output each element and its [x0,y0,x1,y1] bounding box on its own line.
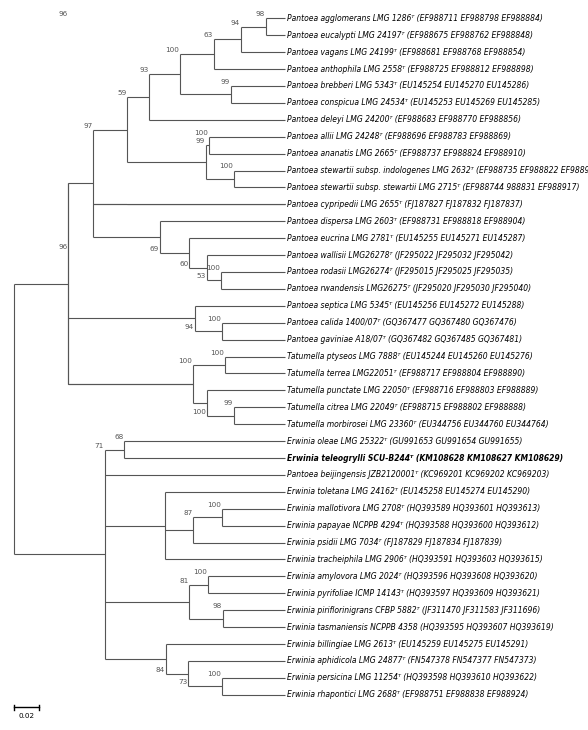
Text: Tatumella citrea LMG 22049ᵀ (EF988715 EF988802 EF988888): Tatumella citrea LMG 22049ᵀ (EF988715 EF… [287,403,526,412]
Text: Erwinia oleae LMG 25322ᵀ (GU991653 GU991654 GU991655): Erwinia oleae LMG 25322ᵀ (GU991653 GU991… [287,437,522,445]
Text: Pantoea septica LMG 5345ᵀ (EU145256 EU145272 EU145288): Pantoea septica LMG 5345ᵀ (EU145256 EU14… [287,301,524,310]
Text: Pantoea conspicua LMG 24534ᵀ (EU145253 EU145269 EU145285): Pantoea conspicua LMG 24534ᵀ (EU145253 E… [287,99,540,107]
Text: 99: 99 [196,138,205,144]
Text: Tatumella punctate LMG 22050ᵀ (EF988716 EF988803 EF988889): Tatumella punctate LMG 22050ᵀ (EF988716 … [287,386,538,395]
Text: Erwinia tasmaniensis NCPPB 4358 (HQ393595 HQ393607 HQ393619): Erwinia tasmaniensis NCPPB 4358 (HQ39359… [287,623,553,631]
Text: 100: 100 [179,358,192,364]
Text: Erwinia billingiae LMG 2613ᵀ (EU145259 EU145275 EU145291): Erwinia billingiae LMG 2613ᵀ (EU145259 E… [287,639,528,648]
Text: Pantoea anthophila LMG 2558ᵀ (EF988725 EF988812 EF988898): Pantoea anthophila LMG 2558ᵀ (EF988725 E… [287,64,533,74]
Text: Erwinia rhapontici LMG 2688ᵀ (EF988751 EF988838 EF988924): Erwinia rhapontici LMG 2688ᵀ (EF988751 E… [287,691,528,699]
Text: Pantoea wallisii LMG26278ᵀ (JF295022 JF295032 JF295042): Pantoea wallisii LMG26278ᵀ (JF295022 JF2… [287,250,513,260]
Text: Tatumella morbirosei LMG 23360ᵀ (EU344756 EU344760 EU344764): Tatumella morbirosei LMG 23360ᵀ (EU34475… [287,420,549,429]
Text: 53: 53 [197,274,206,280]
Text: Erwinia pyrifoliae ICMP 14143ᵀ (HQ393597 HQ393609 HQ393621): Erwinia pyrifoliae ICMP 14143ᵀ (HQ393597… [287,589,540,598]
Text: Erwinia amylovora LMG 2024ᵀ (HQ393596 HQ393608 HQ393620): Erwinia amylovora LMG 2024ᵀ (HQ393596 HQ… [287,572,537,581]
Text: 69: 69 [149,246,159,252]
Text: 100: 100 [195,130,208,136]
Text: 100: 100 [208,502,221,508]
Text: Pantoea eucrina LMG 2781ᵀ (EU145255 EU145271 EU145287): Pantoea eucrina LMG 2781ᵀ (EU145255 EU14… [287,234,525,242]
Text: 98: 98 [213,603,222,610]
Text: 71: 71 [95,442,104,448]
Text: Erwinia toletana LMG 24162ᵀ (EU145258 EU145274 EU145290): Erwinia toletana LMG 24162ᵀ (EU145258 EU… [287,488,530,496]
Text: 100: 100 [208,315,221,322]
Text: 93: 93 [139,67,148,73]
Text: Erwinia teleogrylli SCU-B244ᵀ (KM108628 KM108627 KM108629): Erwinia teleogrylli SCU-B244ᵀ (KM108628 … [287,453,563,463]
Text: Pantoea stewartii subsp. indologenes LMG 2632ᵀ (EF988735 EF988822 EF988908): Pantoea stewartii subsp. indologenes LMG… [287,166,588,175]
Text: 59: 59 [117,90,126,96]
Text: 100: 100 [192,409,206,415]
Text: 97: 97 [83,123,92,128]
Text: Pantoea beijingensis JZB2120001ᵀ (KC969201 KC969202 KC969203): Pantoea beijingensis JZB2120001ᵀ (KC9692… [287,470,549,480]
Text: Erwinia tracheiphila LMG 2906ᵀ (HQ393591 HQ393603 HQ393615): Erwinia tracheiphila LMG 2906ᵀ (HQ393591… [287,555,543,564]
Text: Pantoea allii LMG 24248ᵀ (EF988696 EF988783 EF988869): Pantoea allii LMG 24248ᵀ (EF988696 EF988… [287,132,511,141]
Text: 100: 100 [219,164,233,169]
Text: Erwinia persicina LMG 11254ᵀ (HQ393598 HQ393610 HQ393622): Erwinia persicina LMG 11254ᵀ (HQ393598 H… [287,673,537,683]
Text: Pantoea stewartii subsp. stewartii LMG 2715ᵀ (EF988744 988831 EF988917): Pantoea stewartii subsp. stewartii LMG 2… [287,183,579,192]
Text: Erwinia piriflorinigrans CFBP 5882ᵀ (JF311470 JF311583 JF311696): Erwinia piriflorinigrans CFBP 5882ᵀ (JF3… [287,606,540,615]
Text: 81: 81 [179,578,188,584]
Text: Tatumella ptyseos LMG 7888ᵀ (EU145244 EU145260 EU145276): Tatumella ptyseos LMG 7888ᵀ (EU145244 EU… [287,352,533,361]
Text: Pantoea dispersa LMG 2603ᵀ (EF988731 EF988818 EF988904): Pantoea dispersa LMG 2603ᵀ (EF988731 EF9… [287,217,525,226]
Text: Pantoea rodasii LMG26274ᵀ (JF295015 JF295025 JF295035): Pantoea rodasii LMG26274ᵀ (JF295015 JF29… [287,267,513,277]
Text: Pantoea agglomerans LMG 1286ᵀ (EF988711 EF988798 EF988884): Pantoea agglomerans LMG 1286ᵀ (EF988711 … [287,14,543,23]
Text: 100: 100 [193,569,207,575]
Text: Pantoea vagans LMG 24199ᵀ (EF988681 EF988768 EF988854): Pantoea vagans LMG 24199ᵀ (EF988681 EF98… [287,47,525,57]
Text: Pantoea rwandensis LMG26275ᵀ (JF295020 JF295030 JF295040): Pantoea rwandensis LMG26275ᵀ (JF295020 J… [287,285,531,293]
Text: 60: 60 [179,261,188,266]
Text: Pantoea deleyi LMG 24200ᵀ (EF988683 EF988770 EF988856): Pantoea deleyi LMG 24200ᵀ (EF988683 EF98… [287,115,521,124]
Text: Pantoea gaviniae A18/07ᵀ (GQ367482 GQ367485 GQ367481): Pantoea gaviniae A18/07ᵀ (GQ367482 GQ367… [287,335,522,344]
Text: 98: 98 [256,11,265,18]
Text: 99: 99 [220,79,230,85]
Text: 73: 73 [178,680,187,685]
Text: Pantoea ananatis LMG 2665ᵀ (EF988737 EF988824 EF988910): Pantoea ananatis LMG 2665ᵀ (EF988737 EF9… [287,149,526,158]
Text: 94: 94 [231,20,240,26]
Text: 100: 100 [210,350,224,356]
Text: Erwinia psidii LMG 7034ᵀ (FJ187829 FJ187834 FJ187839): Erwinia psidii LMG 7034ᵀ (FJ187829 FJ187… [287,538,502,547]
Text: Pantoea cypripedii LMG 2655ᵀ (FJ187827 FJ187832 FJ187837): Pantoea cypripedii LMG 2655ᵀ (FJ187827 F… [287,200,523,209]
Text: 100: 100 [208,671,221,677]
Text: 100: 100 [165,47,179,53]
Text: Pantoea brebberi LMG 5343ᵀ (EU145254 EU145270 EU145286): Pantoea brebberi LMG 5343ᵀ (EU145254 EU1… [287,82,529,91]
Text: Erwinia mallotivora LMG 2708ᵀ (HQ393589 HQ393601 HQ393613): Erwinia mallotivora LMG 2708ᵀ (HQ393589 … [287,504,540,513]
Text: Tatumella terrea LMG22051ᵀ (EF988717 EF988804 EF988890): Tatumella terrea LMG22051ᵀ (EF988717 EF9… [287,369,525,378]
Text: 96: 96 [58,244,68,250]
Text: 100: 100 [206,265,220,271]
Text: 94: 94 [185,324,193,330]
Text: Pantoea eucalypti LMG 24197ᵀ (EF988675 EF988762 EF988848): Pantoea eucalypti LMG 24197ᵀ (EF988675 E… [287,31,533,39]
Text: 96: 96 [58,11,68,17]
Text: 68: 68 [114,434,123,440]
Text: Pantoea calida 1400/07ᵀ (GQ367477 GQ367480 GQ367476): Pantoea calida 1400/07ᵀ (GQ367477 GQ3674… [287,318,516,327]
Text: 87: 87 [183,510,192,516]
Text: 63: 63 [204,32,213,39]
Text: 84: 84 [156,666,165,672]
Text: 99: 99 [223,400,233,407]
Text: Erwinia aphidicola LMG 24877ᵀ (FN547378 FN547377 FN547373): Erwinia aphidicola LMG 24877ᵀ (FN547378 … [287,656,536,666]
Text: 0.02: 0.02 [18,713,35,719]
Text: Erwinia papayae NCPPB 4294ᵀ (HQ393588 HQ393600 HQ393612): Erwinia papayae NCPPB 4294ᵀ (HQ393588 HQ… [287,521,539,530]
